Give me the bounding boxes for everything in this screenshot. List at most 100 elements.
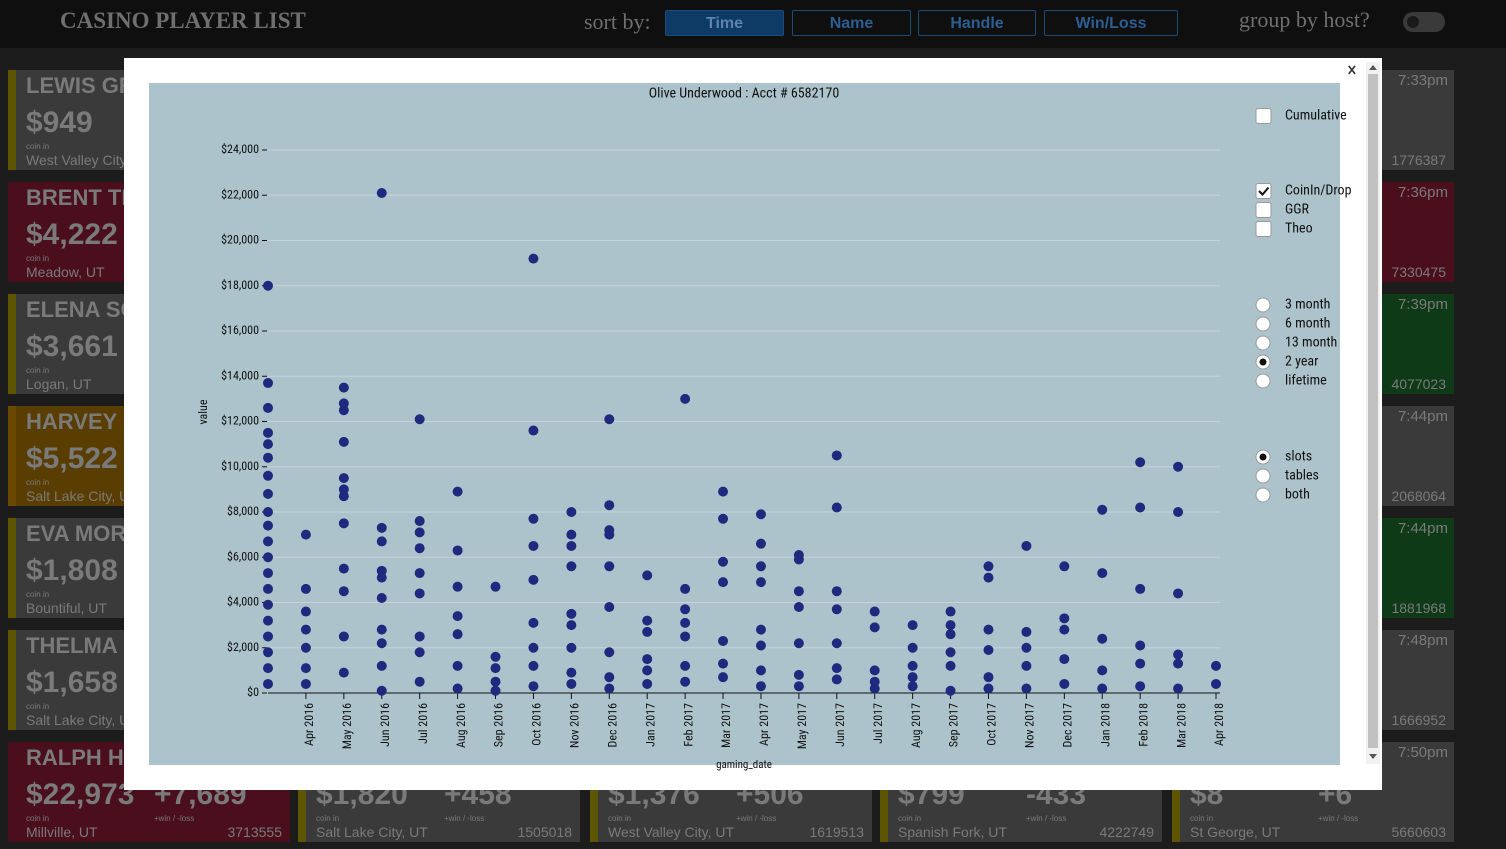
- data-point: [263, 536, 273, 547]
- data-point: [528, 660, 539, 671]
- y-tick-label: $24,000: [221, 142, 259, 156]
- range-radio[interactable]: [1255, 335, 1271, 351]
- data-point: [263, 439, 273, 450]
- data-point: [414, 543, 425, 554]
- data-point: [642, 665, 653, 676]
- card-location: Salt Lake City, UT: [26, 712, 138, 728]
- sort-button[interactable]: Win/Loss: [1044, 10, 1178, 36]
- scrollbar-thumb[interactable]: [1368, 74, 1378, 748]
- data-point: [604, 561, 615, 572]
- data-point: [263, 520, 273, 531]
- data-point: [338, 491, 349, 502]
- data-point: [566, 540, 577, 551]
- chart-title: Olive Underwood : Acct # 6582170: [649, 86, 840, 102]
- card-location: West Valley City, UT: [608, 824, 735, 840]
- range-radio[interactable]: [1255, 297, 1271, 313]
- data-point: [263, 599, 273, 610]
- range-radio-label: 3 month: [1285, 297, 1330, 313]
- data-point: [983, 561, 994, 572]
- data-point: [869, 622, 880, 633]
- close-button[interactable]: ×: [1347, 58, 1356, 81]
- data-point: [263, 631, 273, 642]
- range-radio[interactable]: [1255, 373, 1271, 389]
- data-point: [1135, 640, 1146, 651]
- data-point: [793, 638, 804, 649]
- data-point: [831, 663, 842, 674]
- chart: × Olive Underwood : Acct # 6582170 value ga…: [149, 58, 1380, 771]
- data-point: [263, 280, 273, 291]
- data-point: [376, 536, 387, 547]
- data-point: [907, 620, 918, 631]
- data-point: [793, 586, 804, 597]
- data-point: [680, 676, 691, 687]
- sort-button[interactable]: Name: [792, 10, 911, 36]
- scroll-up: [1369, 65, 1377, 70]
- card-location: West Valley City,: [26, 152, 130, 168]
- data-point: [1135, 658, 1146, 669]
- data-point: [300, 663, 311, 674]
- data-point: [680, 631, 691, 642]
- data-point: [263, 552, 273, 563]
- data-point: [338, 631, 349, 642]
- measure-checkbox[interactable]: [1255, 221, 1272, 237]
- data-point: [1135, 583, 1146, 594]
- card-account: 1776387: [1391, 152, 1446, 168]
- data-point: [983, 572, 994, 583]
- card-account: 5660603: [1391, 824, 1446, 840]
- card-handle-label: coin in: [26, 590, 50, 599]
- card-location: Millville, UT: [26, 824, 98, 840]
- card-winloss-label: +win / -loss: [1318, 814, 1359, 823]
- x-tick-label: Feb 2017: [681, 703, 695, 747]
- data-point: [414, 516, 425, 527]
- data-point: [528, 513, 539, 524]
- card-handle-label: coin in: [26, 702, 50, 711]
- data-point: [1173, 658, 1184, 669]
- measure-checkbox[interactable]: [1255, 202, 1272, 218]
- x-tick-label: Jul 2017: [871, 703, 885, 744]
- card-account: 4222749: [1099, 824, 1154, 840]
- data-point: [1059, 678, 1070, 689]
- y-tick-label: $14,000: [221, 368, 259, 382]
- sort-button[interactable]: Time: [665, 10, 784, 36]
- measure-checkbox[interactable]: [1255, 183, 1272, 199]
- data-point: [755, 577, 766, 588]
- card-name: EVA MORA: [26, 521, 143, 546]
- cumulative-checkbox[interactable]: [1255, 108, 1272, 124]
- card-handle: $949: [26, 106, 93, 139]
- data-point: [263, 427, 273, 438]
- card-winloss-label: +win / -loss: [444, 814, 485, 823]
- data-point: [263, 678, 273, 689]
- card-account: 1619513: [809, 824, 864, 840]
- x-tick-label: Aug 2016: [454, 703, 468, 748]
- x-axis-label: gaming_date: [716, 758, 772, 771]
- data-point: [1135, 502, 1146, 513]
- data-point: [1097, 633, 1108, 644]
- card-name: RALPH HA: [26, 745, 140, 770]
- chart-background: [149, 83, 1340, 765]
- card-account: 1881968: [1391, 600, 1446, 616]
- data-point: [300, 529, 311, 540]
- y-tick-label: $0: [247, 685, 259, 699]
- data-point: [566, 529, 577, 540]
- range-radio[interactable]: [1255, 316, 1271, 332]
- data-point: [907, 681, 918, 692]
- card-location: Salt Lake City, UT: [316, 824, 428, 840]
- sort-button[interactable]: Handle: [918, 10, 1036, 36]
- data-point: [263, 507, 273, 517]
- game-radio[interactable]: [1255, 468, 1271, 484]
- data-point: [263, 378, 273, 389]
- group-toggle[interactable]: [1403, 12, 1445, 32]
- y-axis-label: value: [196, 399, 210, 424]
- data-point: [263, 583, 273, 594]
- data-point: [718, 672, 729, 683]
- y-tick-label: $4,000: [227, 595, 259, 609]
- data-point: [263, 663, 273, 674]
- data-point: [983, 624, 994, 635]
- y-tick-label: $2,000: [227, 640, 259, 654]
- data-point: [1097, 665, 1108, 676]
- card-account: 1505018: [517, 824, 572, 840]
- data-point: [338, 382, 349, 393]
- y-tick-label: $12,000: [221, 414, 259, 428]
- data-point: [490, 663, 501, 674]
- game-radio[interactable]: [1255, 487, 1271, 503]
